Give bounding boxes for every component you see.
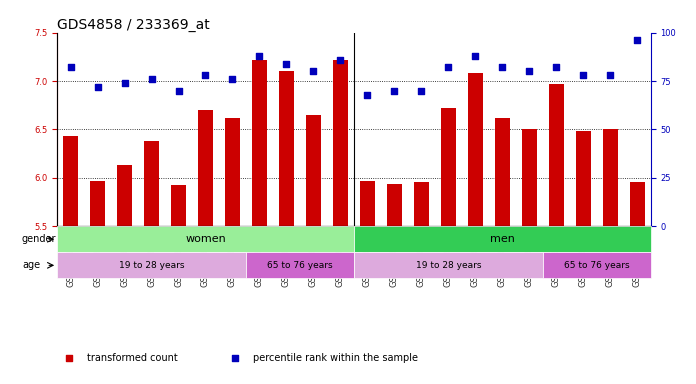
Point	[92, 84, 103, 90]
Bar	[354, 226, 651, 252]
Point	[389, 88, 400, 94]
Bar	[90, 181, 105, 384]
Point	[497, 65, 508, 71]
Point	[632, 37, 643, 43]
Bar	[354, 252, 543, 278]
Bar	[63, 136, 78, 384]
Bar	[306, 115, 321, 384]
Point	[146, 76, 157, 82]
Bar	[246, 252, 354, 278]
Point	[470, 53, 481, 59]
Bar	[576, 131, 591, 384]
Point	[578, 72, 589, 78]
Point	[65, 65, 76, 71]
Bar	[360, 181, 375, 384]
Bar	[57, 226, 354, 252]
Text: age: age	[22, 260, 40, 270]
Bar	[549, 84, 564, 384]
Text: 65 to 76 years: 65 to 76 years	[267, 261, 333, 270]
Text: GDS4858 / 233369_at: GDS4858 / 233369_at	[57, 18, 209, 31]
Point	[443, 65, 454, 71]
Bar	[630, 182, 644, 384]
Text: 19 to 28 years: 19 to 28 years	[119, 261, 184, 270]
Point	[457, 180, 468, 187]
Bar	[522, 129, 537, 384]
Text: 19 to 28 years: 19 to 28 years	[416, 261, 481, 270]
Text: women: women	[185, 234, 226, 244]
Bar	[171, 185, 186, 384]
Bar	[279, 71, 294, 384]
Point	[362, 91, 373, 98]
Point	[119, 80, 130, 86]
Point	[281, 61, 292, 67]
Bar	[414, 182, 429, 384]
Bar	[117, 165, 132, 384]
Point	[335, 57, 346, 63]
Text: percentile rank within the sample: percentile rank within the sample	[253, 353, 418, 363]
Point	[308, 68, 319, 74]
Bar	[333, 60, 348, 384]
Point	[416, 88, 427, 94]
Bar	[387, 184, 402, 384]
Text: transformed count: transformed count	[87, 353, 177, 363]
Bar	[144, 141, 159, 384]
Point	[173, 88, 184, 94]
Text: 65 to 76 years: 65 to 76 years	[564, 261, 630, 270]
Point	[551, 65, 562, 71]
Bar	[441, 108, 456, 384]
Point	[524, 68, 535, 74]
Point	[200, 72, 211, 78]
Bar	[198, 110, 213, 384]
Bar	[225, 118, 240, 384]
Bar	[57, 252, 246, 278]
Bar	[468, 73, 483, 384]
Point	[254, 53, 265, 59]
Text: gender: gender	[22, 234, 56, 244]
Text: men: men	[490, 234, 515, 244]
Bar	[495, 118, 509, 384]
Bar	[603, 129, 618, 384]
Bar	[252, 60, 267, 384]
Point	[227, 76, 238, 82]
Bar	[543, 252, 651, 278]
Point	[605, 72, 616, 78]
